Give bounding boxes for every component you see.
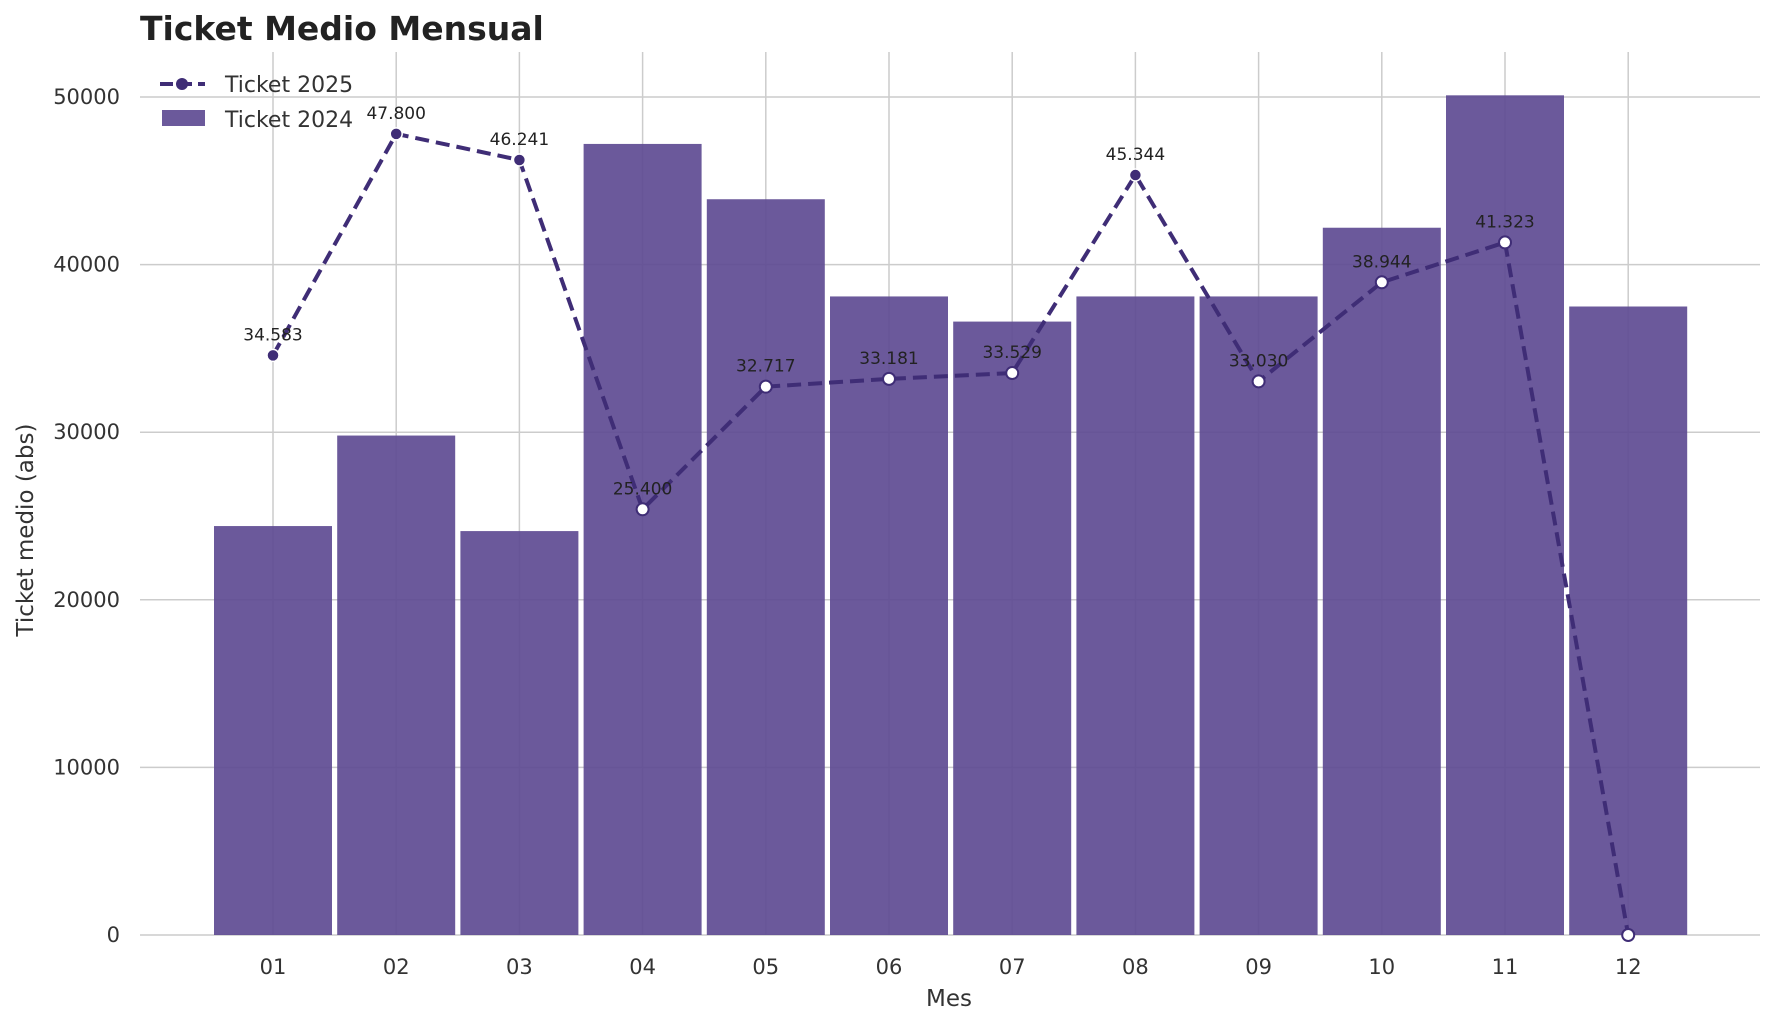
legend: Ticket 2025 Ticket 2024 <box>160 73 353 133</box>
point-2025 <box>1374 275 1389 290</box>
x-tick-label: 07 <box>999 955 1026 979</box>
point-2025 <box>266 348 280 363</box>
bar-2024 <box>460 531 579 935</box>
bar-2024 <box>1569 306 1688 935</box>
data-label-2025: 41.323 <box>1475 212 1534 232</box>
point-2025 <box>1251 374 1266 389</box>
data-label-2025: 25.400 <box>613 479 672 499</box>
y-axis-label: Ticket medio (abs) <box>13 424 39 638</box>
legend-label-2024: Ticket 2024 <box>224 108 353 133</box>
point-2025 <box>882 371 896 386</box>
bar-2024 <box>1322 227 1441 935</box>
bar-2024 <box>1446 95 1564 936</box>
x-tick-label: 10 <box>1368 955 1395 979</box>
bar-2024 <box>1076 296 1195 936</box>
data-label-2025: 45.344 <box>1106 145 1165 165</box>
x-tick-label: 05 <box>752 955 779 979</box>
point-2025 <box>512 153 527 167</box>
x-ticks: 01 02 03 04 05 06 07 08 09 10 11 12 <box>260 955 1642 979</box>
x-tick-label: 09 <box>1245 955 1272 979</box>
x-tick-label: 06 <box>876 955 903 979</box>
y-tick-label: 40000 <box>53 253 120 277</box>
data-label-2025: 38.944 <box>1352 252 1411 272</box>
x-axis-label: Mes <box>926 986 972 1012</box>
data-label-2025: 46.241 <box>490 130 549 150</box>
data-label-2025: 33.030 <box>1229 351 1288 371</box>
y-tick-label: 10000 <box>53 755 120 779</box>
bar-2024 <box>337 435 456 935</box>
bar-2024 <box>830 296 948 936</box>
point-2025 <box>1005 366 1020 381</box>
point-2025 <box>1621 928 1636 942</box>
point-2025 <box>635 502 650 517</box>
bar-2024 <box>214 526 332 935</box>
line-2025-path <box>271 131 1631 936</box>
x-tick-label: 08 <box>1122 955 1149 979</box>
bar-2024 <box>706 199 825 936</box>
point-2025 <box>389 127 403 141</box>
legend-marker <box>176 78 188 90</box>
x-tick-label: 02 <box>383 955 410 979</box>
x-tick-label: 04 <box>629 955 656 979</box>
y-tick-label: 50000 <box>53 85 120 109</box>
y-tick-label: 30000 <box>53 420 120 444</box>
point-2025 <box>1128 168 1143 182</box>
data-label-2025: 33.529 <box>982 343 1041 363</box>
bar-2024 <box>953 321 1072 936</box>
y-ticks: 0 10000 20000 30000 40000 50000 <box>53 85 120 947</box>
y-tick-label: 0 <box>107 923 120 947</box>
legend-label-2025: Ticket 2025 <box>224 73 353 98</box>
bar-2024 <box>583 143 702 936</box>
data-label-2025: 33.181 <box>859 349 918 369</box>
chart-title: Ticket Medio Mensual <box>140 9 544 48</box>
x-tick-label: 11 <box>1492 955 1519 979</box>
data-label-2025: 32.717 <box>736 357 795 377</box>
legend-bar-swatch <box>162 110 205 126</box>
x-tick-label: 01 <box>260 955 287 979</box>
line-ticket-2025 <box>266 127 1636 942</box>
bars-ticket-2024 <box>214 95 1688 936</box>
bar-2024 <box>1199 296 1318 936</box>
y-tick-label: 20000 <box>53 588 120 612</box>
data-labels: 34.583 47.800 46.241 25.400 32.717 33.181 33.5… <box>243 104 1534 499</box>
x-tick-label: 12 <box>1615 955 1642 979</box>
x-tick-label: 03 <box>506 955 533 979</box>
data-label-2025: 34.583 <box>243 325 302 345</box>
point-2025 <box>1498 235 1512 250</box>
data-label-2025: 47.800 <box>366 104 425 124</box>
point-2025 <box>758 379 773 394</box>
